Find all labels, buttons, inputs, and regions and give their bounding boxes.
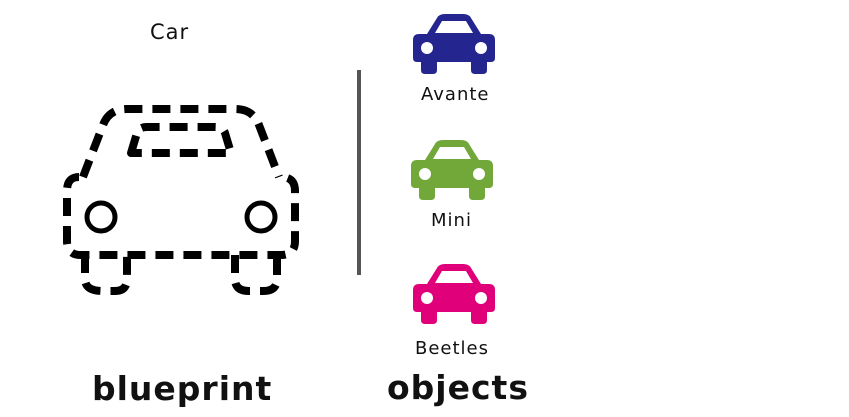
car-body [413,264,495,324]
car-light-left [419,168,431,180]
car-window [435,271,473,283]
car-window [435,21,473,33]
blueprint-car-icon [63,105,299,295]
objects-caption: objects [387,368,529,407]
object-label-avante: Avante [421,84,490,105]
object-label-beetles: Beetles [415,338,490,359]
car-icon-avante [413,14,495,74]
object-label-mini: Mini [431,210,472,231]
car-light-right [473,168,485,180]
blueprint-title: Car [150,20,190,44]
car-icon-beetles [413,264,495,324]
car-body [413,14,495,74]
car-icon-mini [411,140,493,200]
car-light-right [475,42,487,54]
car-body [411,140,493,200]
car-light-left [421,292,433,304]
car-light-left [421,42,433,54]
blueprint-caption: blueprint [92,369,273,408]
divider-line [357,70,361,275]
car-window [433,147,471,159]
car-light-right [475,292,487,304]
